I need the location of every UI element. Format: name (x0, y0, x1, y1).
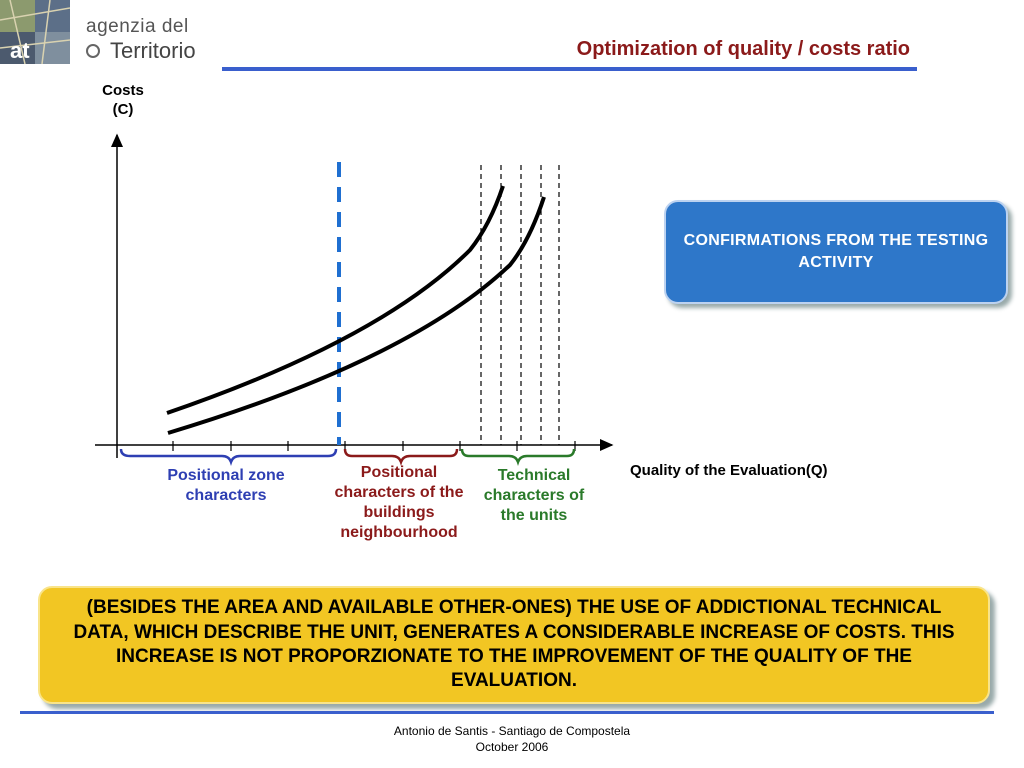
cost-increase-note: (BESIDES THE AREA AND AVAILABLE OTHER-ON… (38, 586, 990, 704)
category-positional-zone: Positional zone characters (167, 467, 285, 504)
brace-positional-zone (119, 448, 338, 466)
cost-curve-upper (166, 185, 505, 415)
page-title: Optimization of quality / costs ratio (576, 38, 910, 60)
category-technical-units: Technical characters of the units (483, 467, 585, 524)
seal-icon (86, 44, 100, 58)
brace-buildings-neighbourhood (343, 448, 459, 466)
technical-dashed-lines (480, 165, 560, 445)
logo-text-line1: agenzia del (86, 16, 189, 37)
confirmations-text: CONFIRMATIONS FROM THE TESTING ACTIVITY (683, 232, 989, 271)
confirmations-callout: CONFIRMATIONS FROM THE TESTING ACTIVITY (664, 200, 1008, 304)
logo-text-line2: Territorio (110, 38, 196, 63)
svg-text:at: at (10, 38, 30, 63)
y-axis-label: Costs (C) (102, 82, 144, 118)
brace-technical-units (460, 448, 576, 466)
header-divider (222, 67, 917, 71)
footer-author: Antonio de Santis - Santiago de Composte… (393, 724, 631, 738)
agency-logo-image: at (0, 0, 70, 64)
note-text: (BESIDES THE AREA AND AVAILABLE OTHER-ON… (73, 597, 955, 692)
cost-curve-lower (167, 196, 546, 435)
category-buildings-neighbourhood: Positional characters of the buildings n… (334, 464, 464, 541)
footer-date: October 2006 (475, 739, 549, 754)
x-axis-ticks (172, 441, 576, 451)
x-axis-label: Quality of the Evaluation(Q) (630, 462, 828, 479)
footer: Antonio de Santis - Santiago de Composte… (0, 724, 1024, 755)
footer-divider (20, 711, 994, 714)
